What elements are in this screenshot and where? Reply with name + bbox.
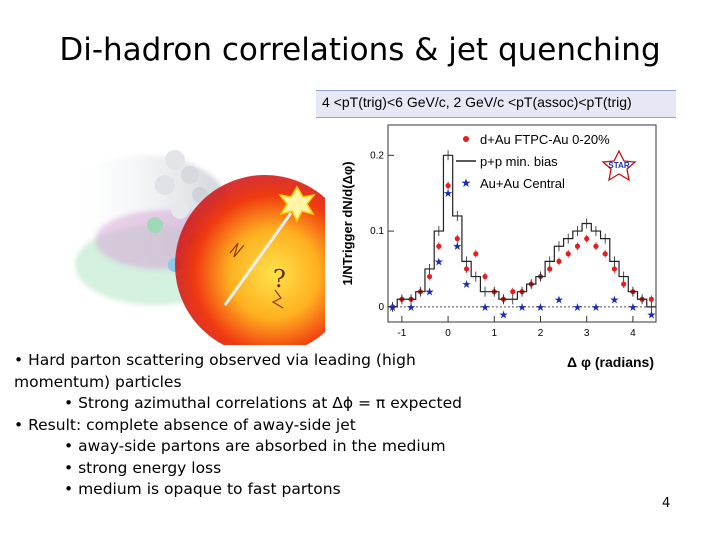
data-point: ★ — [462, 278, 472, 291]
data-point — [454, 236, 460, 242]
series-star: ★ ★ ★ ★ ★ ★ ★ ★ ★ ★ ★ ★ ★ ★ ★ ★ ★ — [388, 187, 657, 321]
collision-illustration: ? — [55, 115, 355, 355]
data-point: ★ — [609, 293, 619, 306]
chart-svg: -1 0 1 2 3 4 0 0.1 0.2 Δ φ (radians) 1/NTrigger dN… — [340, 124, 657, 370]
bullet-line: • medium is opaque to fast partons — [64, 480, 341, 498]
data-point — [556, 258, 562, 264]
series: ★ ★ ★ ★ ★ ★ ★ ★ ★ ★ ★ ★ ★ ★ ★ ★ ★ — [388, 150, 657, 321]
x-tick-label: 0 — [445, 328, 451, 339]
data-point: ★ — [536, 301, 546, 314]
data-point: ★ — [425, 286, 435, 299]
plot-header: 4 <pT(trig)<6 GeV/c, 2 GeV/c <pT(assoc)<… — [316, 90, 676, 118]
series-line — [388, 150, 656, 312]
correlation-chart: -1 0 1 2 3 4 0 0.1 0.2 Δ φ (radians) 1/NTrigger dN… — [316, 117, 680, 379]
data-point — [547, 266, 553, 272]
data-point — [482, 273, 488, 280]
y-tick-label: 0.2 — [370, 150, 384, 161]
bullet-line: • Result: complete absence of away-side … — [14, 415, 356, 434]
page-number: 4 — [662, 496, 671, 511]
data-point: ★ — [443, 187, 453, 200]
data-point: ★ — [628, 301, 638, 314]
data-point — [593, 243, 599, 249]
x-axis-label: Δ φ (radians) — [567, 354, 654, 370]
x-tick-label: 3 — [584, 328, 590, 339]
data-point: ★ — [499, 308, 509, 321]
y-tick-label: 0.1 — [370, 226, 384, 237]
star-logo-text: STAR — [608, 161, 629, 170]
data-point: ★ — [480, 301, 490, 314]
jet-star — [278, 185, 316, 223]
y-tick-label: 0 — [378, 302, 384, 313]
chart-title: 4 <pT(trig)<6 GeV/c, 2 GeV/c <pT(assoc)<… — [322, 94, 632, 110]
data-point — [584, 236, 590, 242]
gluon-lines — [229, 242, 284, 309]
y-axis-label: 1/NTrigger dN/d(Δφ) — [340, 161, 355, 285]
data-point: ★ — [646, 308, 656, 321]
bullet-line: • away-side partons are absorbed in the … — [64, 437, 446, 455]
bullet-list: • Hard parton scattering observed via le… — [14, 350, 484, 501]
slide-title: Di-hadron correlations & jet quenching — [59, 32, 661, 68]
data-point: ★ — [573, 301, 583, 314]
legend: d+Au FTPC-Au 0-20% p+p min. bias ★ Au+Au Ce… — [456, 132, 637, 191]
star-logo: STAR — [601, 149, 637, 182]
data-point — [574, 243, 581, 249]
legend-label: Au+Au Central — [480, 176, 565, 191]
data-point — [436, 243, 442, 249]
bullet-line: • Hard parton scattering observed via le… — [14, 351, 416, 369]
data-point — [510, 289, 516, 295]
data-point — [445, 183, 451, 189]
data-point — [463, 266, 470, 272]
x-tick-label: -1 — [397, 328, 406, 339]
x-tick-label: 1 — [491, 328, 497, 339]
data-point: ★ — [591, 301, 601, 314]
data-point — [648, 296, 654, 302]
data-point: ★ — [517, 301, 527, 314]
bullet-line: momentum) particles — [14, 372, 182, 391]
data-point — [473, 251, 479, 257]
data-point: ★ — [434, 255, 444, 268]
legend-marker: ★ — [461, 176, 472, 190]
star-logo-shape — [601, 149, 637, 182]
data-point — [565, 251, 571, 257]
question-mark: ? — [273, 265, 286, 293]
data-point — [426, 273, 433, 280]
pp-histogram — [388, 154, 656, 308]
x-tick-label: 4 — [630, 328, 636, 339]
data-point: ★ — [452, 240, 462, 253]
bullet-line: • Strong azimuthal correlations at Δϕ = … — [64, 394, 462, 412]
legend-label: p+p min. bias — [480, 154, 558, 169]
jet-track — [223, 212, 293, 306]
legend-label: d+Au FTPC-Au 0-20% — [480, 132, 610, 147]
x-tick-label: 2 — [538, 328, 544, 339]
data-point: ★ — [388, 301, 398, 314]
bullet-line: • strong energy loss — [64, 458, 222, 477]
data-point — [621, 281, 627, 287]
data-point — [611, 266, 618, 272]
data-point: ★ — [406, 301, 416, 314]
fireball — [175, 175, 355, 355]
data-point: ★ — [554, 293, 564, 306]
legend-marker — [463, 136, 469, 142]
data-point — [602, 251, 608, 257]
